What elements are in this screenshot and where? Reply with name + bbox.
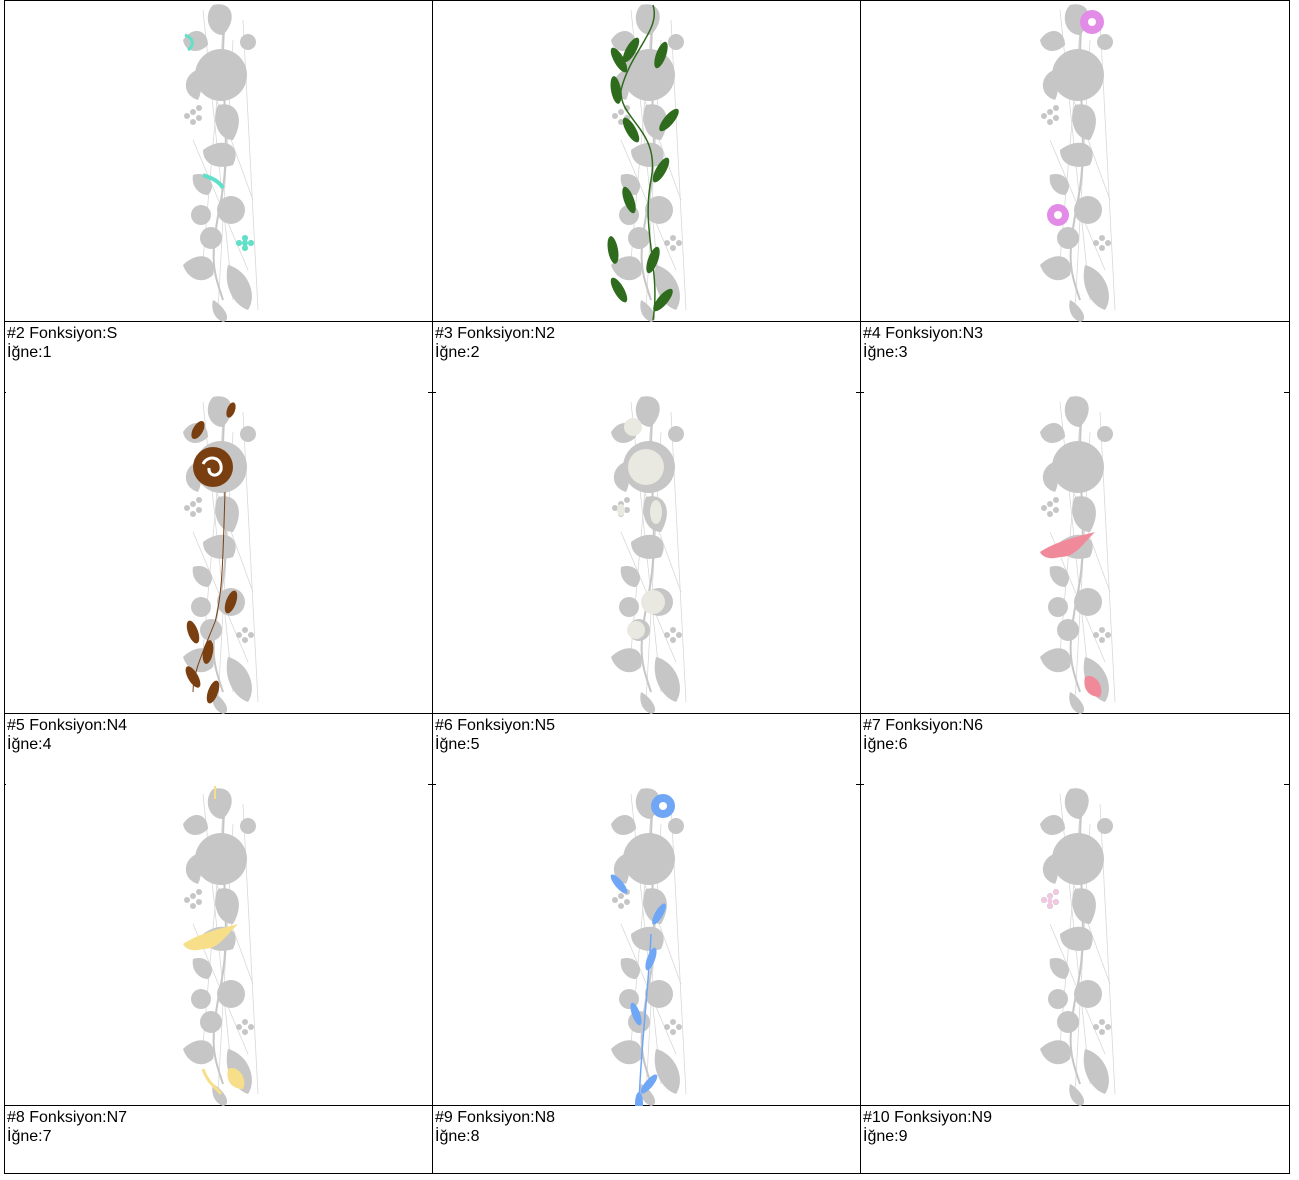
- function-label: #8 Fonksiyon:N7: [7, 1109, 128, 1126]
- floral-design-base: [611, 396, 687, 714]
- design-thumbnail: [611, 396, 687, 714]
- design-thumbnail: [183, 396, 259, 714]
- embroidery-preview: [860, 392, 1290, 714]
- needle-label: İğne:2: [435, 344, 480, 361]
- color-cell-7: #7 Fonksiyon:N6 İğne:6: [860, 392, 1290, 784]
- function-label: #6 Fonksiyon:N5: [435, 717, 556, 734]
- function-label: #2 Fonksiyon:S: [7, 325, 118, 342]
- color-cell-9: #9 Fonksiyon:N8 İğne:8: [432, 784, 860, 1174]
- color-cell-4: #4 Fonksiyon:N3 İğne:3: [860, 0, 1290, 392]
- embroidery-preview: [4, 0, 432, 322]
- cell-caption: #6 Fonksiyon:N5 İğne:5: [435, 716, 555, 754]
- function-label: #9 Fonksiyon:N8: [435, 1109, 556, 1126]
- floral-design-base: [611, 4, 687, 322]
- floral-design-base: [183, 396, 259, 714]
- function-label: #10 Fonksiyon:N9: [863, 1109, 992, 1126]
- color-cell-6: #6 Fonksiyon:N5 İğne:5: [432, 392, 860, 784]
- needle-label: İğne:6: [863, 736, 908, 753]
- needle-label: İğne:7: [7, 1128, 52, 1145]
- embroidery-preview: [432, 0, 860, 322]
- function-label: #3 Fonksiyon:N2: [435, 325, 556, 342]
- embroidery-preview: [860, 784, 1290, 1106]
- cell-caption: #9 Fonksiyon:N8 İğne:8: [435, 1108, 555, 1146]
- cell-caption: #10 Fonksiyon:N9 İğne:9: [863, 1108, 992, 1146]
- design-thumbnail: [607, 4, 687, 322]
- floral-design-base: [1040, 788, 1116, 1106]
- needle-label: İğne:1: [7, 344, 52, 361]
- cell-caption: #3 Fonksiyon:N2 İğne:2: [435, 324, 555, 362]
- floral-design-base: [183, 4, 259, 322]
- design-thumbnail: [183, 784, 259, 1106]
- function-label: #7 Fonksiyon:N6: [863, 717, 984, 734]
- floral-design-base: [611, 788, 687, 1106]
- design-thumbnail: [1040, 4, 1116, 322]
- needle-label: İğne:5: [435, 736, 480, 753]
- floral-design-base: [1040, 4, 1116, 322]
- cell-caption: #2 Fonksiyon:S İğne:1: [7, 324, 117, 362]
- cell-caption: #4 Fonksiyon:N3 İğne:3: [863, 324, 983, 362]
- color-cell-10: #10 Fonksiyon:N9 İğne:9: [860, 784, 1290, 1174]
- needle-label: İğne:8: [435, 1128, 480, 1145]
- cell-caption: #7 Fonksiyon:N6 İğne:6: [863, 716, 983, 754]
- embroidery-preview: [860, 0, 1290, 322]
- function-label: #5 Fonksiyon:N4: [7, 717, 128, 734]
- needle-label: İğne:3: [863, 344, 908, 361]
- embroidery-preview: [432, 392, 860, 714]
- color-cell-8: #8 Fonksiyon:N7 İğne:7: [4, 784, 432, 1174]
- color-sequence-sheet: #2 Fonksiyon:S İğne:1 #3 Fonksiyon:N2 İğ…: [4, 0, 1290, 1174]
- highlighted-color-region: [1041, 889, 1059, 909]
- needle-label: İğne:4: [7, 736, 52, 753]
- embroidery-preview: [4, 392, 432, 714]
- needle-label: İğne:9: [863, 1128, 908, 1145]
- color-cell-3: #3 Fonksiyon:N2 İğne:2: [432, 0, 860, 392]
- design-thumbnail: [183, 4, 259, 322]
- design-thumbnail: [610, 788, 687, 1106]
- cell-caption: #8 Fonksiyon:N7 İğne:7: [7, 1108, 127, 1146]
- embroidery-preview: [432, 784, 860, 1106]
- color-cell-5: #5 Fonksiyon:N4 İğne:4: [4, 392, 432, 784]
- function-label: #4 Fonksiyon:N3: [863, 325, 984, 342]
- color-cell-2: #2 Fonksiyon:S İğne:1: [4, 0, 432, 392]
- cell-caption: #5 Fonksiyon:N4 İğne:4: [7, 716, 127, 754]
- embroidery-preview: [4, 784, 432, 1106]
- design-thumbnail: [1040, 396, 1116, 714]
- design-thumbnail: [1040, 788, 1116, 1106]
